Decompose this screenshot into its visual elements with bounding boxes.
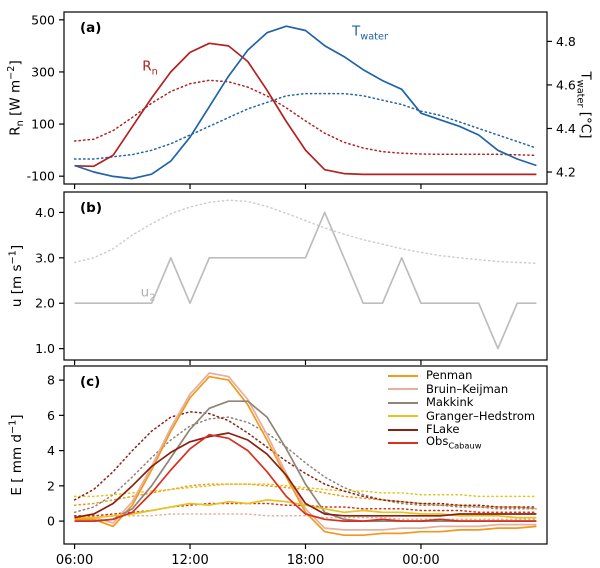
axis-title-twater-post: [°C]	[577, 107, 594, 139]
axis-title-rn-sup: −2	[5, 65, 17, 80]
axis-title-twater-text: T	[577, 71, 594, 80]
ytick-right-label-a: 4.4	[556, 121, 576, 136]
ytick-label-c: 8	[47, 373, 55, 388]
series-c-granger-hedstrom-solid	[74, 499, 537, 519]
u2-line-label-sub: 2	[149, 292, 156, 304]
ytick-label-c: 0	[47, 514, 55, 529]
legend-swatch-makkink	[388, 401, 418, 404]
legend-swatch-penman	[388, 374, 418, 377]
rn-line-label: Rn	[142, 59, 158, 78]
axis-title-e-post: ]	[8, 414, 25, 420]
panel-c: 0 2 4 6 8 06:00 12:00 18:00 00:00	[47, 365, 548, 568]
panel-b-frame	[63, 191, 548, 361]
twater-line-label: Twater	[352, 24, 388, 43]
ytick-label-b: 4.0	[35, 205, 55, 220]
xtick-label: 06:00	[56, 553, 93, 568]
legend-item-flake: FLake	[388, 423, 535, 437]
axis-title-rn-mid: [W m	[7, 79, 24, 121]
series-c-granger-hedstrom-dotted	[73, 483, 538, 498]
legend-label-bruin-keijman: Bruin–Keijman	[426, 381, 509, 396]
ytick-right-label-a: 4.2	[556, 165, 576, 180]
legend-item-bruin-keijman: Bruin–Keijman	[388, 383, 535, 397]
legend: Penman Bruin–Keijman Makkink Granger–Hedstr…	[388, 369, 535, 450]
legend-label-granger-hedstrom: Granger–Hedstrom	[426, 408, 536, 423]
legend-swatch-bruin-keijman	[388, 388, 418, 391]
series-a-rn-dotted	[73, 79, 538, 157]
xtick-label: 18:00	[287, 553, 324, 568]
ytick-label-b: 3.0	[35, 250, 55, 265]
axis-title-rn-text: R	[7, 126, 24, 136]
ytick-label-c: 6	[47, 408, 55, 423]
legend-label-flake: FLake	[426, 422, 460, 436]
series-c-flake-solid	[74, 432, 537, 519]
axis-title-u-sup: −1	[7, 250, 19, 265]
series-a-rn-solid	[74, 42, 537, 176]
xtick-label: 12:00	[171, 553, 208, 568]
axis-title-u-post: ]	[8, 244, 25, 251]
ytick-right-label-a: 4.6	[556, 77, 576, 92]
legend-swatch-flake	[388, 428, 418, 431]
ytick-label-c: 2	[47, 478, 55, 493]
legend-item-makkink: Makkink	[388, 396, 535, 410]
axis-title-rn: Rn [W m−2]	[6, 60, 26, 136]
legend-swatch-granger-hedstrom	[388, 415, 418, 418]
rn-line-label-text: R	[142, 58, 152, 75]
legend-label-obs-cabauw: ObsCabauw	[426, 434, 482, 451]
axis-title-rn-sub: n	[15, 120, 27, 127]
u2-line-label-text: u	[140, 284, 150, 301]
panel-b: 1.0 2.0 3.0 4.0	[35, 191, 548, 365]
panel-a-tag: (a)	[80, 20, 102, 36]
legend-item-obs-cabauw: ObsCabauw	[388, 434, 535, 451]
series-c-obs-cabauw-solid	[74, 433, 537, 522]
axis-title-twater-sub: water	[574, 79, 586, 108]
axis-title-u: u [m s−1]	[7, 245, 25, 307]
panel-a: -100 100 300 500 4.2 4.4 4.6 4.8	[27, 11, 576, 189]
series-c-makkink-dotted	[73, 416, 538, 514]
series-c-bruin-keijman-dotted	[73, 513, 538, 521]
axis-title-rn-post: ]	[7, 60, 24, 66]
ytick-label-b: 1.0	[35, 341, 55, 356]
twater-line-label-sub: water	[360, 31, 388, 43]
u2-line-label: u2	[141, 285, 156, 304]
axis-title-e-sup: −1	[7, 419, 19, 435]
series-c-penman-solid	[74, 375, 537, 537]
series-b-u2-dotted	[73, 199, 538, 265]
panel-c-tag: (c)	[80, 374, 101, 390]
axis-title-e: E [ mm d−1]	[7, 414, 25, 495]
xtick-label: 00:00	[402, 553, 439, 568]
legend-swatch-obs-cabauw	[388, 442, 418, 445]
panel-b-tag: (b)	[80, 200, 103, 216]
legend-item-penman: Penman	[388, 369, 535, 383]
ytick-label-a: 100	[31, 117, 55, 132]
twater-line-label-text: T	[352, 23, 361, 40]
ytick-label-a: 300	[31, 64, 55, 79]
axis-title-e-text: E [ mm d	[8, 434, 25, 496]
ytick-label-c: 4	[47, 443, 55, 458]
panel-a-frame	[63, 11, 548, 185]
ytick-right-label-a: 4.8	[556, 34, 576, 49]
axis-title-u-text: u [m s	[8, 264, 25, 308]
series-c-flake-dotted	[73, 411, 538, 508]
legend-label-makkink: Makkink	[426, 395, 474, 409]
ytick-label-b: 2.0	[35, 296, 55, 311]
series-a-twater-dotted	[73, 92, 538, 160]
series-b-u2-solid	[74, 211, 537, 350]
rn-line-label-sub: n	[151, 66, 158, 78]
ytick-label-a: -100	[27, 169, 55, 184]
legend-label-penman: Penman	[426, 368, 473, 382]
legend-item-granger-hedstrom: Granger–Hedstrom	[388, 410, 535, 424]
series-a-twater-solid	[74, 25, 537, 180]
axis-title-twater: Twater [°C]	[575, 72, 594, 139]
ytick-label-a: 500	[31, 12, 55, 27]
